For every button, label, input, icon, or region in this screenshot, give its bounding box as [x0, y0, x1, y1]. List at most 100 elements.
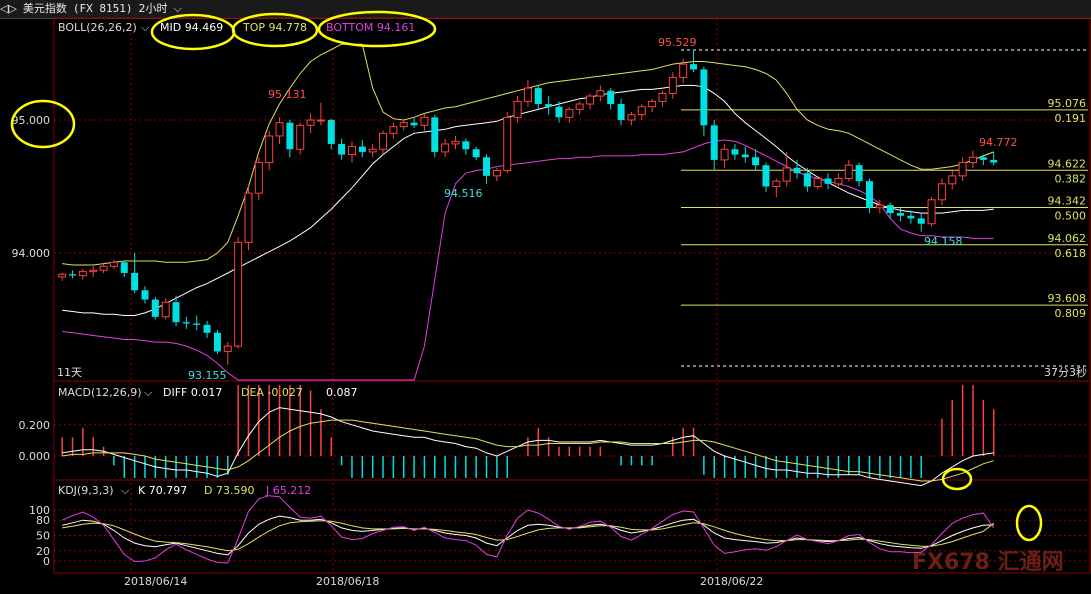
candle-body [824, 178, 832, 184]
candle-body [575, 103, 584, 110]
candle-body [772, 180, 781, 187]
candle-body [483, 157, 491, 176]
candle-body [596, 90, 605, 97]
candle-body [131, 272, 139, 291]
boll-mid-line [62, 84, 994, 316]
candle-body [586, 95, 595, 105]
boll-mid-value: MID 94.469 [160, 21, 223, 34]
fibonacci-levels: 95.076 0.191 94.622 0.382 94.342 0.500 94.062 0… [681, 49, 1088, 367]
kdj-label: KDJ(9,3,3) [58, 484, 114, 497]
candle-body [875, 204, 884, 209]
candle-body [347, 146, 356, 156]
low-label: 93.155 [188, 369, 227, 382]
candle-body [523, 87, 532, 102]
highlight-ellipse-bottom [317, 10, 437, 48]
candle-body [752, 157, 760, 166]
candle-body [58, 273, 67, 278]
candle-body [462, 141, 470, 150]
candle-body [410, 122, 418, 126]
candle-body [358, 146, 366, 152]
candle-body [306, 119, 315, 126]
candle-body [731, 149, 739, 155]
candle-body [244, 192, 253, 243]
candle-body [431, 117, 439, 152]
candle-body [316, 119, 325, 122]
kdj-k-value: K 70.797 [138, 484, 187, 497]
candle-body [555, 106, 563, 118]
macd-diff-value: DIFF 0.017 [163, 386, 222, 399]
candle-body [607, 90, 615, 105]
candle-body [917, 218, 925, 224]
y-axis-label: 100 [29, 504, 50, 517]
candle-body [637, 106, 646, 116]
candle-body [99, 265, 108, 271]
candle-body [690, 64, 698, 70]
macd-dea-value: DEA -0.027 [241, 386, 303, 399]
candle-body [254, 162, 263, 194]
candle-body [141, 290, 149, 300]
period-selector[interactable]: 2小时 [138, 2, 168, 15]
days-count: 11天 [57, 366, 82, 379]
candle-body [617, 104, 625, 120]
y-axis-label: 0.000 [19, 450, 51, 463]
y-axis-label: 95.000 [12, 114, 51, 127]
fib-price-label: 94.622 [1048, 157, 1087, 170]
candle-body [668, 76, 677, 94]
candle-body [296, 124, 305, 150]
watermark: FX678 汇通网 [912, 550, 1064, 575]
nav-arrows-icon[interactable]: ◁▷ [0, 2, 17, 15]
macd-panel [61, 385, 995, 487]
candle-body [441, 143, 450, 153]
candle-body [368, 148, 377, 153]
candle-body [855, 165, 863, 182]
candle-body [627, 114, 636, 121]
candle-body [399, 122, 408, 128]
fib-ratio-label: 0.809 [1055, 307, 1087, 320]
candle-body [948, 175, 957, 185]
chevron-down-icon[interactable]: ⌵ [173, 2, 182, 15]
chevron-down-icon[interactable]: ⌵ [141, 21, 150, 34]
high-label: 95.529 [658, 36, 697, 49]
candle-body [472, 149, 480, 158]
candle-body [286, 122, 294, 150]
boll-top-line [62, 43, 994, 266]
candle-body [927, 199, 936, 225]
candle-body [492, 170, 501, 177]
kdj-k-line [62, 515, 994, 556]
bar-countdown: 37分3秒 [1044, 365, 1087, 379]
candle-body [161, 301, 170, 318]
highlight-ellipses [10, 10, 1043, 542]
fib-price-label: 94.062 [1048, 232, 1087, 245]
candle-body [937, 183, 946, 201]
candle-body [120, 262, 128, 273]
fib-ratio-label: 0.382 [1055, 172, 1087, 185]
kdj-j-value: J 65.212 [265, 484, 311, 497]
y-axis-label: 0.200 [19, 419, 51, 432]
candle-body [327, 120, 335, 144]
y-axis-label: 20 [36, 545, 50, 558]
highlight-ellipse-top [231, 12, 319, 48]
kdj-d-value: D 73.590 [204, 484, 254, 497]
candle-body [958, 162, 967, 177]
candle-body [907, 215, 915, 219]
chevron-down-icon[interactable]: ⌵ [144, 386, 153, 399]
candle-body [700, 69, 708, 126]
kdj-panel [61, 495, 995, 564]
y-axis-label: 80 [36, 514, 50, 527]
candle-body [451, 140, 460, 145]
macd-label: MACD(12,26,9) [58, 386, 142, 399]
fib-ratio-label: 0.500 [1055, 210, 1087, 223]
fib-price-label: 93.608 [1048, 292, 1087, 305]
y-axis-label: 0 [43, 555, 50, 568]
candlesticks[interactable] [58, 49, 998, 365]
fib-ratio-label: 0.618 [1055, 247, 1087, 260]
candle-body [844, 164, 853, 180]
fib-price-label: 94.342 [1048, 195, 1087, 208]
candle-body [172, 302, 180, 323]
candle-body [389, 126, 398, 134]
candle-body [182, 322, 190, 324]
chevron-down-icon[interactable]: ⌵ [121, 484, 130, 497]
candle-body [793, 167, 801, 174]
candle-body [203, 324, 211, 333]
